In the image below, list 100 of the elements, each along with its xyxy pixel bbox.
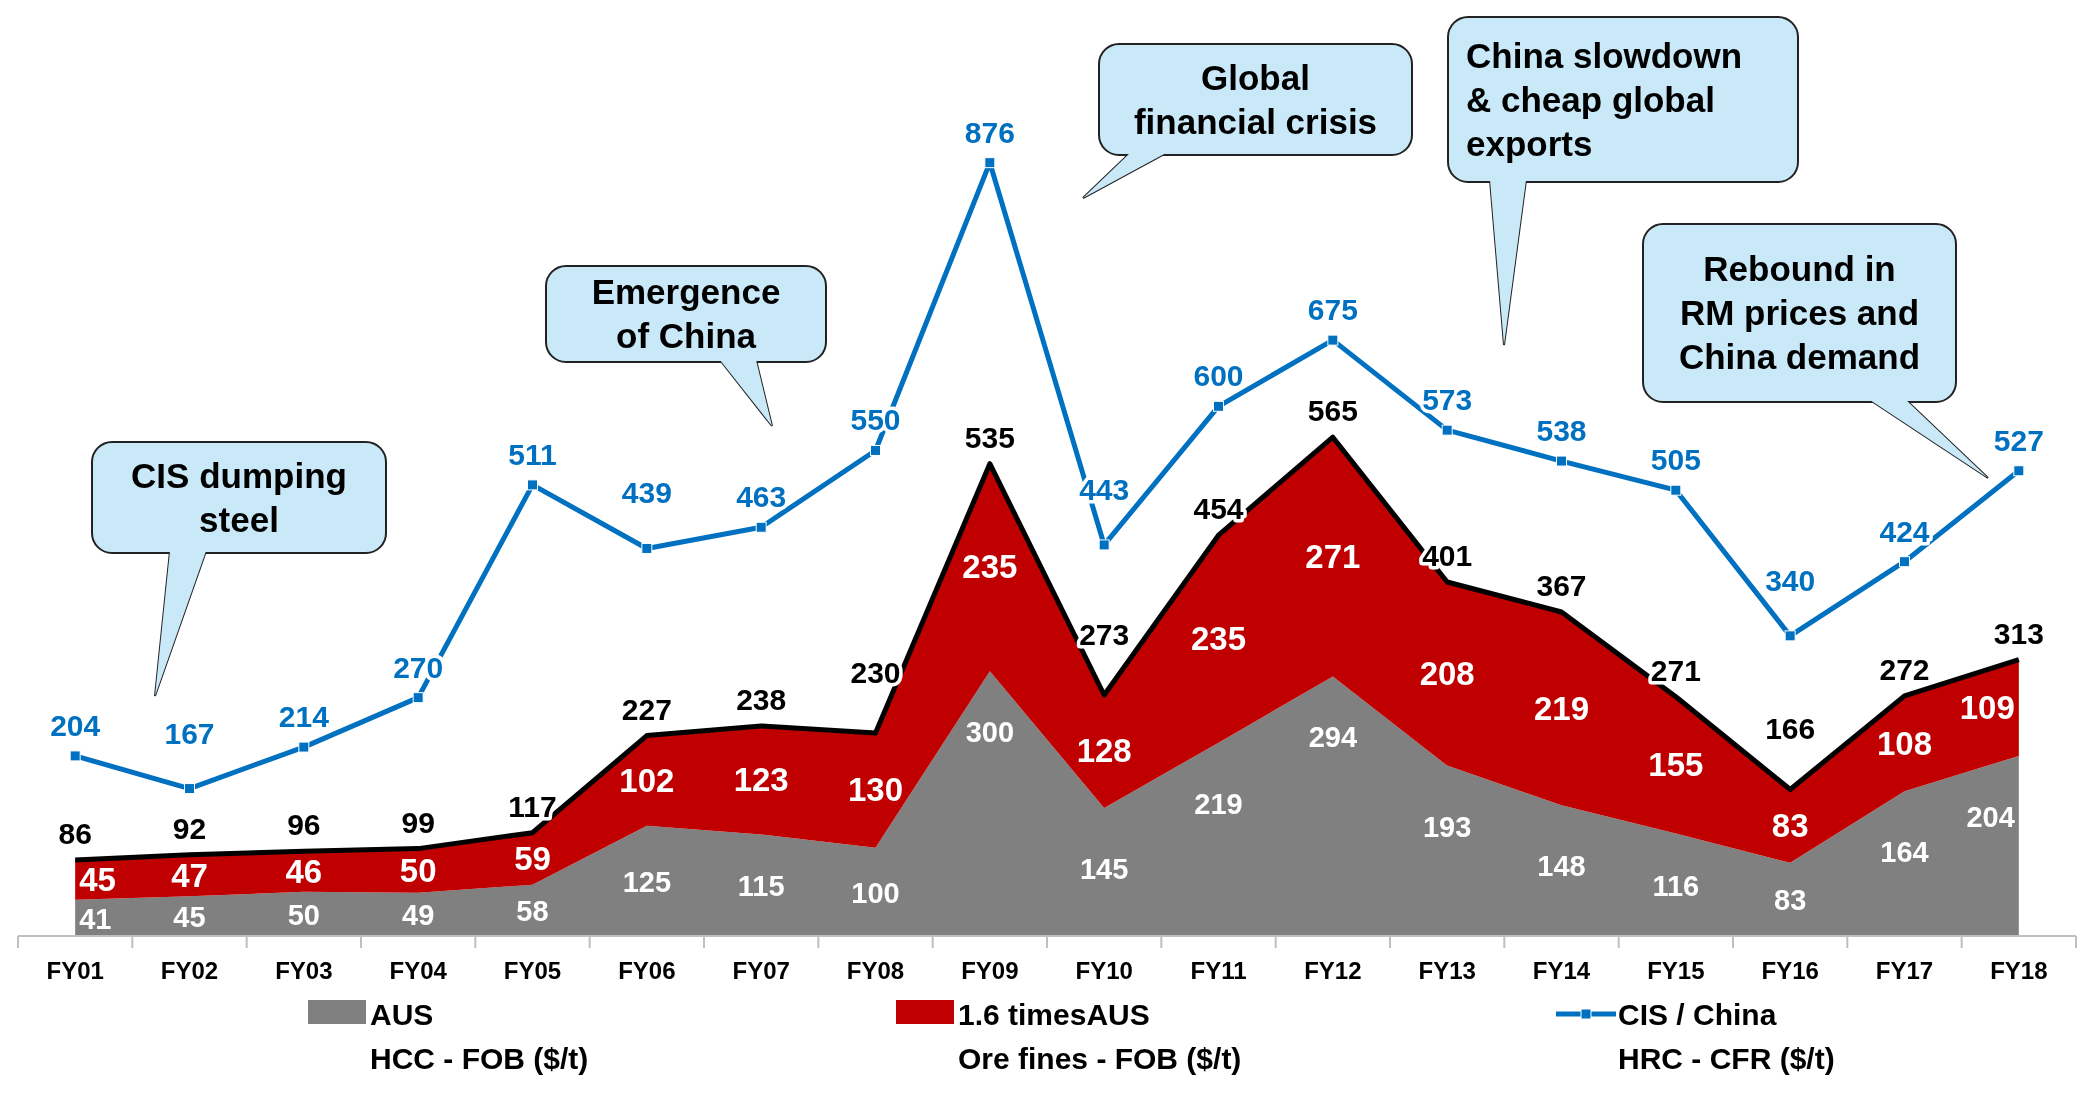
data-label: 538: [1536, 414, 1587, 448]
point: [1441, 424, 1453, 436]
data-label: 125: [622, 865, 672, 898]
x-tick-label: FY01: [46, 957, 104, 984]
data-label: 83: [1774, 884, 1807, 917]
data-label: 208: [1419, 654, 1475, 692]
total-label: 565: [1307, 394, 1358, 428]
data-label: 573: [1422, 383, 1473, 417]
point: [527, 479, 538, 491]
point: [870, 444, 881, 456]
data-label: 300: [965, 716, 1015, 749]
data-label: 511: [508, 437, 557, 471]
data-label: 164: [1880, 836, 1929, 869]
legend-label: CIS / China HRC - CFR ($/t): [1618, 998, 1835, 1075]
data-label: 50: [287, 898, 320, 931]
data-label: 46: [285, 852, 323, 890]
total-label: 117: [508, 789, 557, 823]
total-label: 454: [1193, 492, 1244, 526]
data-label: 235: [962, 548, 1018, 586]
data-label: 167: [164, 716, 215, 750]
x-tick-label: FY15: [1647, 957, 1705, 984]
data-label: 439: [621, 476, 672, 510]
data-label: 463: [736, 480, 787, 514]
data-label: 128: [1076, 732, 1132, 770]
data-label: 59: [514, 839, 551, 877]
x-tick-label: FY13: [1418, 957, 1476, 984]
total-label: 96: [287, 808, 321, 842]
total-label: 367: [1536, 569, 1587, 603]
data-label: 116: [1652, 869, 1700, 902]
annotation: Rebound in RM prices and China demand: [1678, 249, 1921, 376]
point: [2013, 465, 2025, 477]
data-label: 235: [1190, 619, 1247, 657]
annotation: China slowdown & cheap global exports: [1466, 35, 1743, 163]
data-label: 100: [851, 876, 900, 909]
data-label: 271: [1305, 537, 1361, 575]
point: [641, 542, 653, 554]
point: [69, 750, 81, 762]
total-label: 92: [172, 811, 207, 845]
total-label: 238: [736, 682, 787, 716]
annotation: CIS dumping steel: [131, 455, 347, 539]
data-label: 123: [733, 761, 789, 799]
data-label: 58: [516, 895, 549, 928]
x-tick-label: FY07: [732, 957, 790, 984]
point: [1098, 539, 1110, 551]
total-label: 535: [964, 420, 1015, 454]
x-tick-label: FY05: [503, 957, 562, 984]
legend-label: 1.6 timesAUS Ore fines - FOB ($/t): [958, 998, 1242, 1075]
x-tick-label: FY18: [1990, 957, 2048, 984]
data-label: 102: [619, 761, 675, 799]
annotation: Global financial crisis: [1133, 57, 1378, 141]
point: [1784, 630, 1796, 642]
total-label: 313: [1993, 616, 2044, 650]
point: [755, 521, 767, 533]
data-label: 675: [1307, 293, 1358, 327]
data-label: 340: [1765, 563, 1816, 597]
data-label: 109: [1959, 688, 2015, 726]
x-tick-label: FY17: [1875, 957, 1934, 984]
total-label: 99: [401, 805, 435, 839]
point: [1670, 484, 1682, 496]
data-label: 130: [847, 771, 904, 809]
point: [1213, 400, 1224, 412]
data-label: 219: [1533, 689, 1590, 727]
data-label: 41: [79, 902, 112, 935]
x-tick-label: FY10: [1075, 957, 1133, 984]
total-label: 273: [1079, 618, 1130, 651]
data-label: 294: [1308, 721, 1358, 754]
x-tick-label: FY04: [389, 957, 448, 984]
data-label: 527: [1993, 423, 2044, 457]
total-label: 86: [58, 817, 92, 851]
point: [184, 783, 195, 795]
point: [1327, 334, 1339, 346]
x-tick-label: FY11: [1190, 957, 1247, 984]
point: [1899, 556, 1910, 568]
data-label: 50: [399, 851, 437, 889]
x-tick-label: FY08: [846, 957, 905, 984]
data-label: 214: [278, 700, 330, 734]
data-label: 204: [1966, 800, 2015, 833]
x-tick-label: FY09: [961, 957, 1019, 984]
point: [298, 741, 310, 753]
data-label: 115: [737, 870, 785, 903]
legend-label: AUS HCC - FOB ($/t): [370, 998, 589, 1075]
data-label: 219: [1194, 787, 1243, 820]
data-label: 108: [1876, 724, 1933, 762]
data-label: 148: [1537, 850, 1586, 883]
total-label: 230: [850, 655, 901, 689]
total-label: 272: [1879, 652, 1930, 686]
x-tick-label: FY02: [160, 957, 219, 984]
total-label: 227: [621, 692, 672, 726]
x-tick-label: FY03: [275, 957, 333, 984]
data-label: 204: [50, 708, 101, 742]
point: [984, 157, 996, 169]
x-tick-label: FY06: [618, 957, 676, 984]
annotation: Emergence of China: [591, 272, 781, 355]
x-tick-label: FY12: [1304, 957, 1362, 984]
data-label: 47: [171, 856, 208, 894]
data-label: 83: [1771, 807, 1809, 845]
point: [412, 692, 424, 704]
x-tick-label: FY14: [1532, 957, 1591, 984]
data-label: 424: [1879, 514, 1930, 548]
point: [1556, 455, 1567, 467]
